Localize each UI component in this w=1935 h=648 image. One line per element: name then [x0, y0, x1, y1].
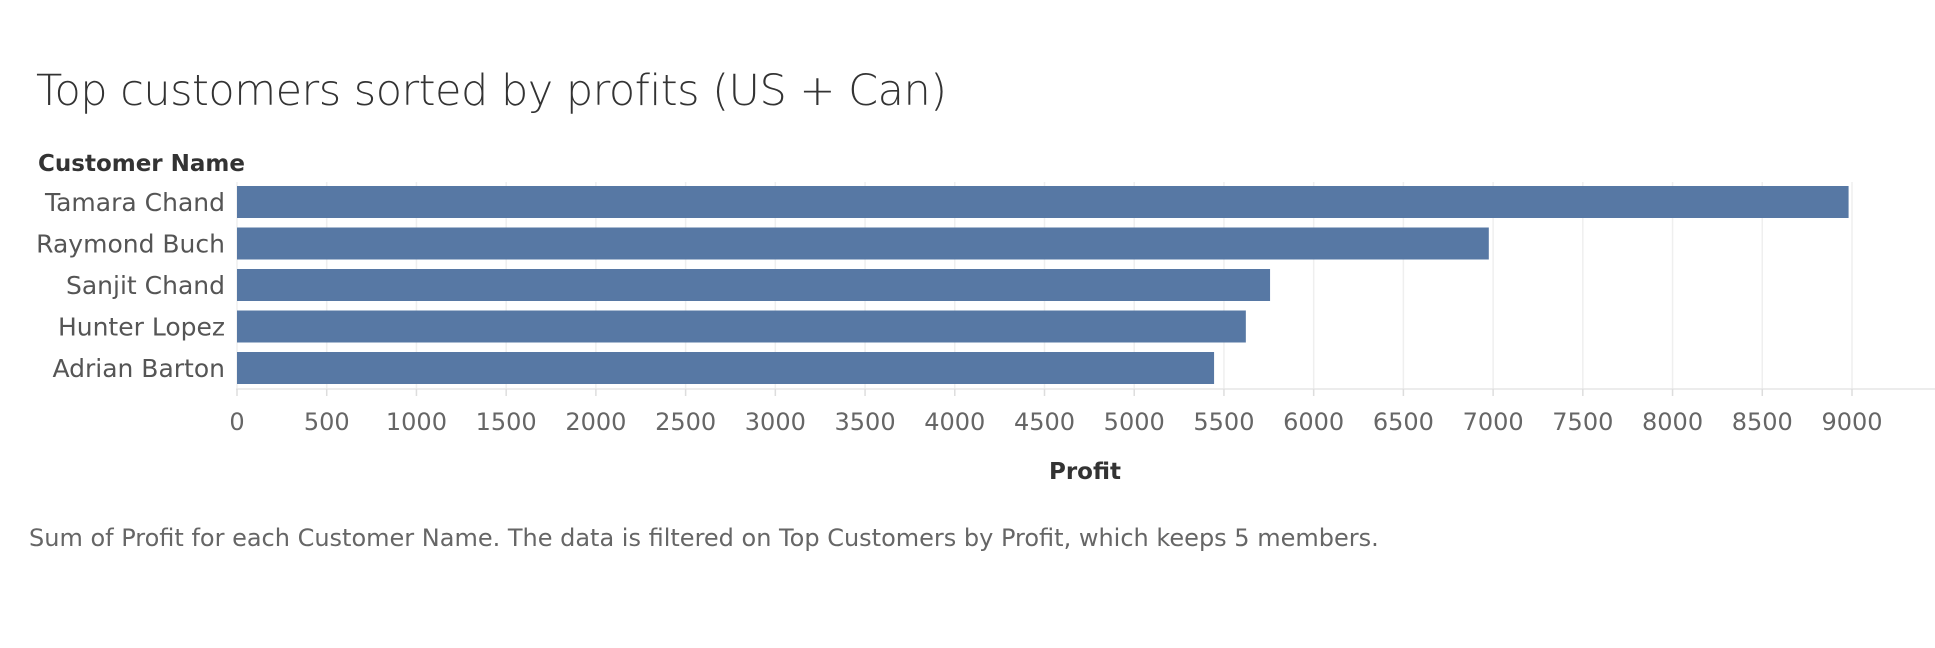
x-tick-label: 3500 — [835, 408, 896, 436]
bars — [237, 186, 1849, 384]
x-tick-label: 7000 — [1463, 408, 1524, 436]
x-tick-label: 2000 — [565, 408, 626, 436]
category-label: Adrian Barton — [52, 354, 225, 383]
bar — [237, 269, 1271, 301]
category-labels: Tamara Chand Raymond Buch Sanjit Chand Hunt… — [36, 188, 225, 383]
category-label: Tamara Chand — [44, 188, 225, 217]
x-tick-labels: 0 500 1000 1500 2000 2500 3000 3500 4000 4500 5000… — [229, 408, 1882, 436]
x-tick-label: 1000 — [386, 408, 447, 436]
bar — [237, 227, 1489, 260]
x-tick-label: 4000 — [924, 408, 985, 436]
bar — [237, 186, 1849, 218]
x-tick-label: 6000 — [1283, 408, 1344, 436]
x-tick-label: 5000 — [1104, 408, 1165, 436]
chart-caption: Sum of Profit for each Customer Name. Th… — [29, 524, 1379, 552]
x-tick-label: 5500 — [1193, 408, 1254, 436]
x-tick-marks — [236, 389, 1853, 396]
category-label: Hunter Lopez — [58, 313, 225, 342]
category-label: Raymond Buch — [36, 230, 225, 259]
category-label: Sanjit Chand — [66, 271, 225, 300]
x-tick-label: 4500 — [1014, 408, 1075, 436]
x-tick-label: 0 — [229, 408, 244, 436]
x-tick-label: 9000 — [1821, 408, 1882, 436]
chart-title: Top customers sorted by profits (US + Ca… — [36, 66, 947, 116]
x-tick-label: 1500 — [476, 408, 537, 436]
bar — [237, 310, 1246, 343]
x-tick-label: 8000 — [1642, 408, 1703, 436]
x-tick-label: 7500 — [1552, 408, 1613, 436]
x-tick-label: 500 — [304, 408, 350, 436]
x-tick-label: 3000 — [745, 408, 806, 436]
x-tick-label: 2500 — [655, 408, 716, 436]
x-axis-title: Profit — [1049, 459, 1121, 485]
x-tick-label: 8500 — [1732, 408, 1793, 436]
x-tick-label: 6500 — [1373, 408, 1434, 436]
y-axis-title: Customer Name — [38, 151, 245, 177]
bar — [237, 352, 1215, 384]
